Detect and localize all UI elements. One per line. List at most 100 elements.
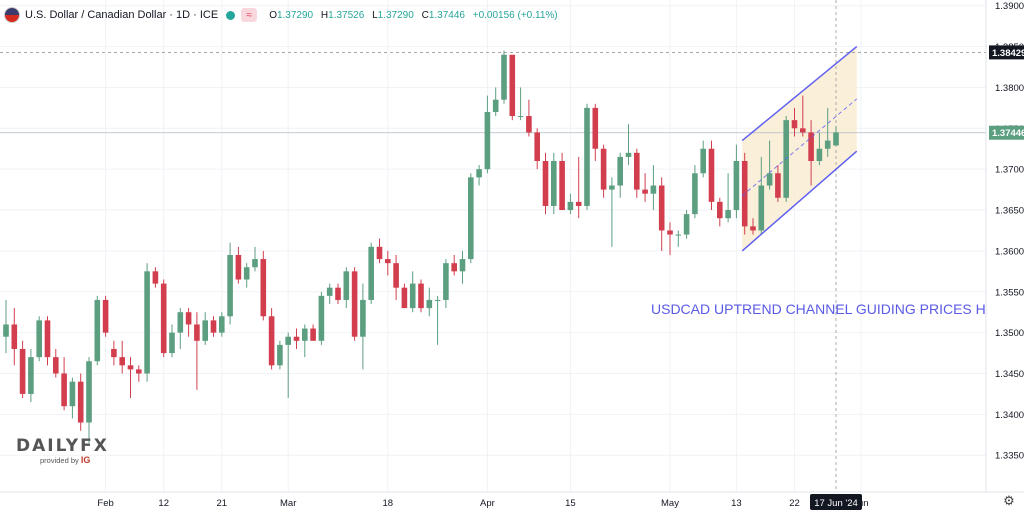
candle-body [36, 320, 42, 358]
candle-body [351, 271, 358, 337]
candle [368, 242, 374, 305]
compare-icon[interactable]: ≈ [241, 8, 258, 22]
candle-body [293, 336, 300, 341]
candle [584, 103, 590, 211]
candle [634, 148, 640, 198]
candle-body [310, 328, 316, 341]
candle [559, 152, 565, 211]
candle [210, 316, 217, 337]
candle [335, 283, 341, 305]
candle [260, 250, 267, 321]
channel-lower-line[interactable] [741, 150, 858, 252]
candle-body [368, 246, 374, 300]
candle-body [119, 357, 125, 366]
candle-body [808, 132, 814, 162]
candle [551, 152, 557, 215]
logo-brand: DAILYFX [16, 436, 109, 456]
x-tick-label: Apr [480, 498, 495, 509]
candle-body [791, 120, 798, 129]
candle [650, 165, 657, 211]
channel-upper-line[interactable] [741, 46, 858, 142]
candle-body [144, 271, 150, 374]
time-axis[interactable]: Feb1221Mar18Apr15May1322Jun17 Jun '24 [0, 491, 1024, 510]
candle-body [650, 185, 657, 194]
y-tick-label: 1.34000 [995, 410, 1024, 421]
candle [94, 295, 101, 366]
candle [144, 263, 150, 382]
channel-fill [742, 46, 857, 251]
candle-body [210, 320, 217, 333]
candle [766, 140, 773, 190]
candle-body [658, 185, 665, 231]
candle [86, 357, 92, 443]
candle [252, 246, 258, 272]
logo-sub: provided by IG [40, 455, 91, 465]
candle-body [53, 357, 59, 374]
candle-body [243, 267, 250, 280]
candle-body [302, 328, 308, 341]
candle [376, 238, 383, 264]
candle [692, 165, 698, 219]
y-tick-label: 1.34500 [995, 369, 1024, 380]
x-tick-label: Feb [97, 498, 113, 509]
x-tick-label: 18 [383, 498, 394, 509]
candle [600, 144, 607, 198]
candle-body [376, 246, 383, 260]
candle-body [717, 201, 723, 219]
candle [69, 377, 76, 419]
symbol-title[interactable]: U.S. Dollar / Canadian Dollar · 1D · ICE [25, 9, 219, 21]
candle-body [575, 201, 582, 206]
dailyfx-logo: DAILYFX provided by IG [16, 436, 109, 465]
candle [401, 283, 408, 309]
candle-body [559, 161, 565, 211]
x-tick-label: 22 [789, 498, 800, 509]
candle [160, 279, 167, 358]
candle-body [434, 299, 441, 301]
candle [326, 283, 333, 305]
candle [36, 316, 42, 362]
candle [517, 87, 524, 121]
candle [542, 152, 549, 215]
candle-body [61, 373, 67, 407]
candle [385, 250, 391, 276]
candle-body [642, 189, 648, 194]
candle-body [252, 259, 258, 268]
reference-price-label: 1.38429 [989, 45, 1024, 60]
candle-body [326, 287, 333, 296]
candle-body [542, 161, 549, 206]
candle-body [268, 316, 275, 366]
candle [708, 140, 715, 211]
candle [484, 95, 491, 174]
candle-body [443, 263, 449, 300]
price-axis[interactable]: 1.33500 1.34000 1.34500 1.35000 1.35500 1.360… [985, 0, 1024, 492]
candle-body [526, 116, 532, 133]
svg-text:1.37446: 1.37446 [992, 128, 1024, 139]
candle [202, 312, 208, 345]
candle-body [750, 226, 756, 231]
candle [459, 250, 466, 284]
settings-gear-icon[interactable]: ⚙ [1003, 493, 1015, 508]
candle-body [584, 107, 590, 206]
candle [152, 267, 159, 288]
candle [11, 308, 18, 366]
x-tick-label: May [661, 498, 679, 509]
candle-body [617, 156, 623, 186]
candle-body [708, 148, 715, 202]
y-tick-label: 1.33500 [995, 451, 1024, 462]
candle [277, 340, 283, 370]
candle-body [484, 111, 491, 170]
candle-body [77, 381, 84, 423]
svg-text:1.38429: 1.38429 [992, 48, 1024, 59]
candle [119, 340, 125, 374]
candle [501, 50, 507, 104]
ohlc-readout: O1.37290 H1.37526 L1.37290 C1.37446 +0.0… [269, 9, 558, 21]
candle-body [766, 173, 773, 186]
candle [426, 287, 433, 317]
candle [351, 267, 358, 341]
high-value: 1.37526 [328, 9, 365, 21]
candle-body [517, 116, 524, 118]
candle-body [69, 381, 76, 407]
candle [318, 291, 325, 345]
candle-body [509, 54, 516, 117]
